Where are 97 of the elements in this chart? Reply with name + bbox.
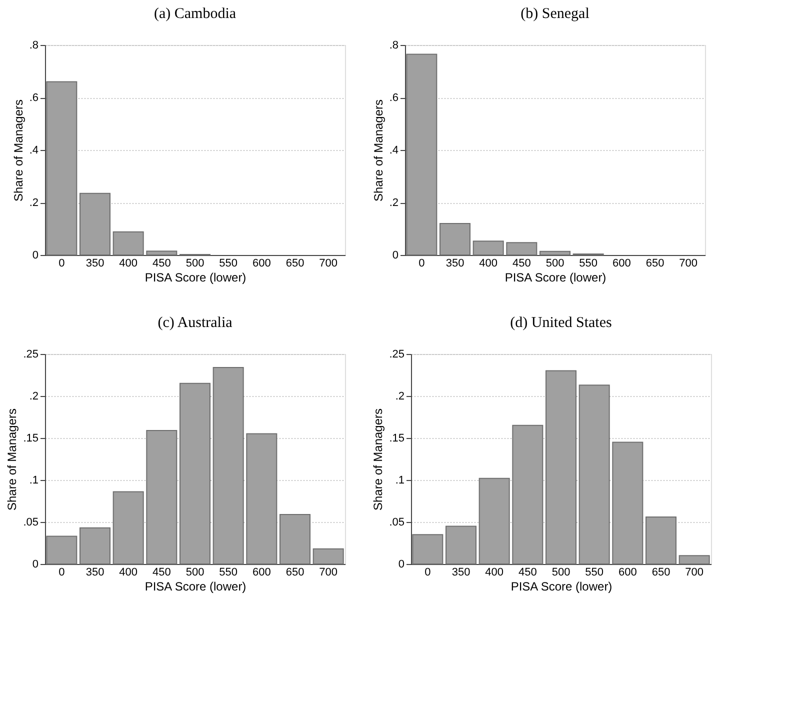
bar [506,242,538,256]
x-tick-label: 700 [685,566,704,578]
x-tick-label: 350 [452,566,470,578]
y-axis-title: Share of Managers [5,408,20,511]
x-tick-label: 550 [219,258,238,270]
x-tick-label: 650 [652,566,670,578]
bar [112,491,144,564]
bar [446,526,476,564]
y-tick-label: .8 [29,40,38,52]
bar [146,430,178,564]
x-tick-label: 550 [219,566,238,578]
y-tick-label: .1 [29,474,38,486]
y-tick-label: .6 [389,92,398,104]
y-tick-label: .25 [23,348,38,360]
bar [46,81,78,256]
chart-title: (a) Cambodia [154,6,236,22]
y-tick-label: .15 [23,432,38,444]
y-tick-label: .2 [389,197,398,209]
bar [80,192,110,256]
x-tick-label: 350 [86,258,104,270]
x-tick-label: 400 [119,566,138,578]
bar [406,54,438,256]
y-tick-label: .2 [29,390,38,402]
x-tick-label: 700 [319,566,338,578]
bar [146,250,178,256]
x-tick-label: 650 [286,258,304,270]
x-tick-label: 650 [646,258,664,270]
x-axis-title: PISA Score (lower) [144,270,246,284]
y-tick-label: .4 [29,144,38,156]
x-tick-label: 500 [186,258,204,270]
bar [280,514,310,564]
x-tick-label: 600 [612,258,631,270]
bar [180,382,210,564]
y-tick-label: 0 [392,250,398,262]
x-tick-label: 550 [585,566,604,578]
y-axis-title: Share of Managers [371,408,386,511]
x-axis-title: PISA Score (lower) [144,580,246,594]
x-tick-label: 350 [86,566,104,578]
bar [212,366,244,564]
x-tick-label: 400 [119,258,138,270]
x-tick-label: 400 [479,258,498,270]
bar [412,534,444,564]
x-axis-title: PISA Score (lower) [504,270,606,284]
y-tick-label: .4 [389,144,398,156]
chart-title: (c) Australia [158,315,233,331]
x-tick-label: 450 [512,258,531,270]
bar [80,527,110,564]
x-tick-label: 0 [424,566,431,578]
y-axis-title: Share of Managers [11,99,26,202]
bar [312,548,344,564]
x-tick-label: 450 [152,258,171,270]
bar [246,433,278,564]
y-tick-label: .1 [395,474,404,486]
bar [472,240,504,256]
bar [540,250,570,256]
y-tick-label: 0 [398,558,404,570]
y-tick-label: .05 [23,516,38,528]
bar [578,384,610,564]
bar [440,223,470,256]
x-tick-label: 500 [552,566,570,578]
x-tick-label: 600 [252,566,271,578]
y-tick-label: .6 [29,92,38,104]
x-tick-label: 700 [319,258,338,270]
x-tick-label: 0 [58,566,65,578]
y-tick-label: .8 [389,40,398,52]
x-tick-label: 500 [546,258,564,270]
y-tick-label: .15 [389,432,404,444]
y-axis-title: Share of Managers [371,99,386,202]
x-tick-label: 450 [518,566,537,578]
bar [612,442,644,564]
y-tick-label: .2 [29,197,38,209]
y-tick-label: .2 [395,390,404,402]
y-tick-label: .05 [389,516,404,528]
x-tick-label: 0 [58,258,65,270]
bar [678,555,710,564]
x-tick-label: 400 [485,566,504,578]
x-tick-label: 600 [252,258,271,270]
x-axis-title: PISA Score (lower) [510,580,612,594]
x-tick-label: 0 [418,258,425,270]
bar [46,536,78,564]
x-tick-label: 550 [579,258,598,270]
x-tick-label: 350 [446,258,464,270]
x-tick-label: 700 [679,258,698,270]
bar [112,231,144,256]
y-tick-label: .25 [389,348,404,360]
x-tick-label: 500 [186,566,204,578]
bar [512,424,544,564]
x-tick-label: 600 [618,566,637,578]
x-tick-label: 450 [152,566,171,578]
x-tick-label: 650 [286,566,304,578]
bar [478,478,510,564]
bar [546,370,576,564]
chart-title: (d) United States [510,315,612,331]
y-tick-label: 0 [32,558,38,570]
chart-title: (b) Senegal [520,6,590,22]
bar [646,516,676,564]
y-tick-label: 0 [32,250,38,262]
